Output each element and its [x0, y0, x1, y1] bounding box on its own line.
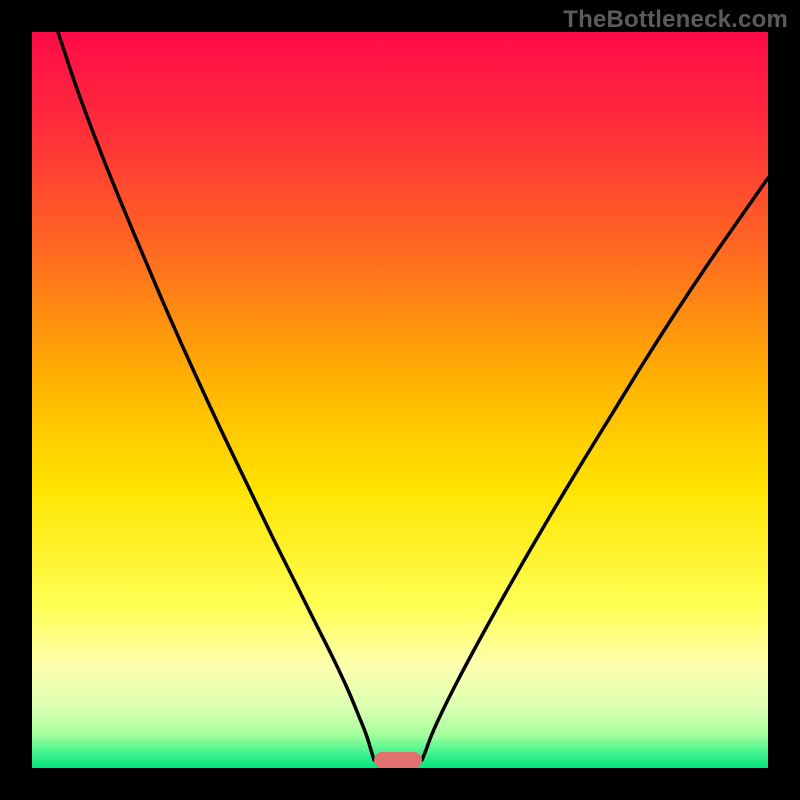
chart-canvas: TheBottleneck.com: [0, 0, 800, 800]
watermark-label: TheBottleneck.com: [563, 6, 788, 34]
bottleneck-chart: [0, 0, 800, 800]
gradient-background: [32, 32, 768, 768]
optimal-marker: [374, 752, 422, 768]
